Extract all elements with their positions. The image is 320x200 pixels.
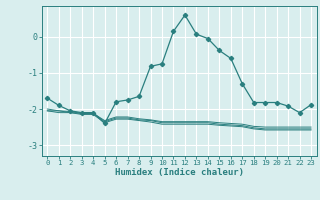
X-axis label: Humidex (Indice chaleur): Humidex (Indice chaleur) [115, 168, 244, 177]
